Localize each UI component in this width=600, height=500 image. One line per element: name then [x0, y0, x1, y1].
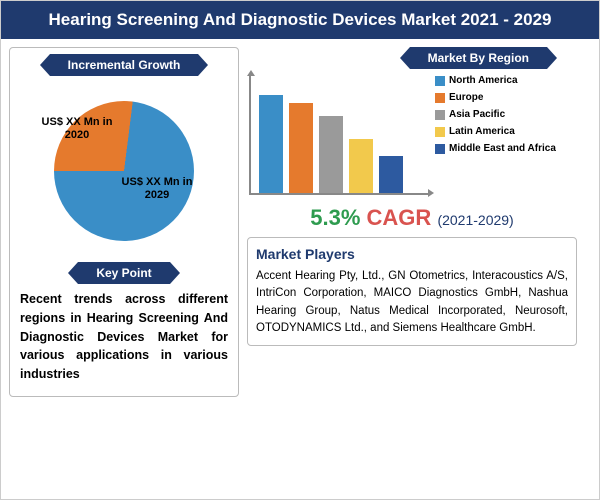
legend-item: Europe: [435, 92, 575, 103]
market-by-region-ribbon: Market By Region: [410, 47, 547, 69]
legend-swatch: [435, 144, 445, 154]
legend-label: North America: [449, 75, 518, 86]
main-content: Incremental Growth US$ XX Mn in 2020 US$…: [1, 39, 599, 405]
bar-legend: North America Europe Asia Pacific Latin Ame…: [429, 75, 575, 195]
main-title: Hearing Screening And Diagnostic Devices…: [1, 1, 599, 39]
legend-label: Middle East and Africa: [449, 143, 556, 154]
legend-swatch: [435, 127, 445, 137]
market-players-title: Market Players: [256, 246, 568, 262]
right-panel: Market By Region North America Europe Asia…: [247, 47, 577, 397]
key-point-ribbon: Key Point: [78, 262, 169, 284]
bar-chart: [249, 75, 429, 195]
legend-label: Latin America: [449, 126, 515, 137]
market-players-box: Market Players Accent Hearing Pty, Ltd.,…: [247, 237, 577, 346]
bar-middle-east-and-africa: [379, 156, 403, 193]
bar-north-america: [259, 95, 283, 193]
legend-swatch: [435, 93, 445, 103]
infographic-container: Hearing Screening And Diagnostic Devices…: [0, 0, 600, 500]
pie-label-2029: US$ XX Mn in 2029: [117, 176, 197, 202]
legend-swatch: [435, 110, 445, 120]
legend-item: Asia Pacific: [435, 109, 575, 120]
market-players-text: Accent Hearing Pty, Ltd., GN Otometrics,…: [256, 268, 568, 337]
legend-swatch: [435, 76, 445, 86]
bar-europe: [289, 103, 313, 193]
bar-chart-area: North America Europe Asia Pacific Latin Ame…: [247, 69, 577, 197]
incremental-growth-ribbon: Incremental Growth: [50, 54, 199, 76]
pie-label-2020: US$ XX Mn in 2020: [37, 116, 117, 142]
legend-item: Latin America: [435, 126, 575, 137]
cagr-line: 5.3% CAGR (2021-2029): [247, 205, 577, 231]
cagr-period: (2021-2029): [437, 212, 513, 228]
legend-item: Middle East and Africa: [435, 143, 575, 154]
legend-label: Asia Pacific: [449, 109, 505, 120]
bar-latin-america: [349, 139, 373, 193]
pie-chart: US$ XX Mn in 2020 US$ XX Mn in 2029: [39, 86, 209, 256]
legend-label: Europe: [449, 92, 483, 103]
cagr-label: CAGR: [360, 205, 431, 230]
left-panel: Incremental Growth US$ XX Mn in 2020 US$…: [9, 47, 239, 397]
bar-asia-pacific: [319, 116, 343, 193]
key-point-text: Recent trends across different regions i…: [16, 284, 232, 390]
legend-item: North America: [435, 75, 575, 86]
cagr-value: 5.3%: [310, 205, 360, 230]
